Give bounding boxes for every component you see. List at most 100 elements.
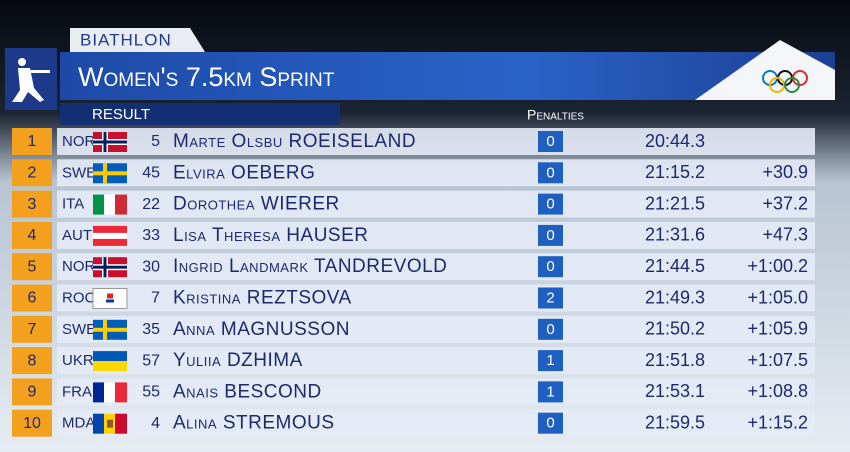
rank: 6 <box>28 290 37 307</box>
time: 21:49.3 <box>645 287 705 307</box>
flag-part <box>93 194 105 215</box>
bib: 55 <box>142 384 160 401</box>
athlete-name: Marte Olsbu ROEISELAND <box>173 131 416 152</box>
athlete-name: Kristina REZTSOVA <box>173 288 352 309</box>
result-row: 1 NOR 5 Marte Olsbu ROEISELAND 0 20:44.3 <box>12 128 815 155</box>
time-behind: +47.3 <box>762 225 808 245</box>
time: 21:50.2 <box>645 319 705 339</box>
rank-box <box>12 378 52 406</box>
flag-part <box>107 419 113 428</box>
penalties: 1 <box>546 352 554 369</box>
rank: 8 <box>28 352 37 369</box>
flag-part <box>115 382 127 403</box>
flag-part <box>104 382 116 403</box>
flag-part <box>115 413 127 434</box>
row-panel <box>57 284 815 312</box>
bib: 4 <box>151 415 160 432</box>
noc: NOR <box>62 258 96 275</box>
noc: SWE <box>62 321 96 338</box>
result-row: 8 UKR 57 Yuliia DZHIMA 1 21:51.8 +1:07.5 <box>12 347 815 375</box>
row-panel <box>57 221 815 249</box>
bib: 45 <box>142 165 160 182</box>
flag <box>93 132 127 152</box>
athlete-name: Alina STREMOUS <box>173 413 335 434</box>
flag <box>93 163 127 184</box>
result-row: 9 FRA 55 Anais BESCOND 1 21:53.1 +1:08.8 <box>12 378 815 406</box>
flag <box>92 288 128 309</box>
noc: SWE <box>62 164 96 181</box>
flag-part <box>93 351 127 362</box>
bib: 33 <box>142 227 160 244</box>
time: 21:21.5 <box>645 193 705 213</box>
row-panel <box>57 128 815 155</box>
noc: AUT <box>62 227 92 244</box>
flag-part <box>93 265 127 269</box>
penalties: 2 <box>546 289 554 306</box>
sport-tab <box>70 28 205 52</box>
rank-box <box>12 128 52 155</box>
result-row: 2 SWE 45 Elvira OEBERG 0 21:15.2 +30.9 <box>12 159 815 187</box>
title-bar <box>60 52 835 100</box>
noc: NOR <box>62 133 96 150</box>
flag <box>93 319 127 340</box>
noc: UKR <box>62 352 94 369</box>
row-panel <box>57 315 815 343</box>
time-behind: +1:05.9 <box>747 319 808 339</box>
flag <box>93 257 127 278</box>
olympic-rings <box>762 70 808 93</box>
athlete-name: Anna MAGNUSSON <box>173 319 350 340</box>
penalties: 0 <box>546 164 554 181</box>
biathlon-pictogram <box>12 58 50 102</box>
noc: MDA <box>62 415 95 432</box>
row-panel <box>57 159 815 187</box>
result-strip <box>60 103 340 125</box>
flag <box>93 382 127 403</box>
rank-box <box>12 284 52 312</box>
noc: FRA <box>62 383 92 400</box>
time: 20:44.3 <box>645 131 705 151</box>
time: 21:59.5 <box>645 412 705 432</box>
penalties: 0 <box>546 258 554 275</box>
flag-part <box>93 361 127 372</box>
penalties: 1 <box>546 383 554 400</box>
time-behind: +1:08.8 <box>747 381 808 401</box>
flag-part <box>93 140 127 144</box>
athlete-name: Ingrid Landmark TANDREVOLD <box>173 256 447 277</box>
flag-part <box>93 327 127 332</box>
rank-box <box>12 253 52 281</box>
time: 21:31.6 <box>645 225 705 245</box>
noc: ROC <box>62 289 96 306</box>
time-behind: +1:07.5 <box>747 350 808 370</box>
result-row: 3 ITA 22 Dorothea WIERER 0 21:21.5 +37.2 <box>12 190 815 218</box>
penalties: 0 <box>546 227 554 244</box>
rank: 9 <box>28 384 37 401</box>
flag-part <box>93 413 105 434</box>
rank: 5 <box>28 258 37 275</box>
penalty-box <box>538 162 563 184</box>
athlete-name: Anais BESCOND <box>173 381 322 402</box>
time-behind: +1:00.2 <box>747 256 808 276</box>
penalty-box <box>538 131 563 152</box>
time-behind: +30.9 <box>762 162 808 182</box>
flag-part <box>93 382 105 403</box>
athlete-name: Lisa Theresa HAUSER <box>173 225 368 246</box>
athlete-name: Dorothea WIERER <box>173 194 340 215</box>
flag-part <box>92 288 128 309</box>
row-panel <box>57 253 815 281</box>
time: 21:15.2 <box>645 162 705 182</box>
flag <box>93 351 127 372</box>
rank-box <box>12 221 52 249</box>
penalty-box <box>538 381 563 403</box>
athlete-name: Elvira OEBERG <box>173 162 315 183</box>
rank: 4 <box>28 227 37 244</box>
noc: ITA <box>62 196 84 213</box>
rank-box <box>12 315 52 343</box>
row-panel <box>57 378 815 406</box>
row-panel <box>57 347 815 375</box>
result-row: 6 ROC 7 Kristina REZTSOVA 2 21:49.3 +1:05.0 <box>12 284 815 312</box>
result-row: 5 NOR 30 Ingrid Landmark TANDREVOLD 0 21:44.5… <box>12 253 815 281</box>
rank-box <box>12 159 52 187</box>
time: 21:53.1 <box>645 381 705 401</box>
flag <box>93 413 127 434</box>
